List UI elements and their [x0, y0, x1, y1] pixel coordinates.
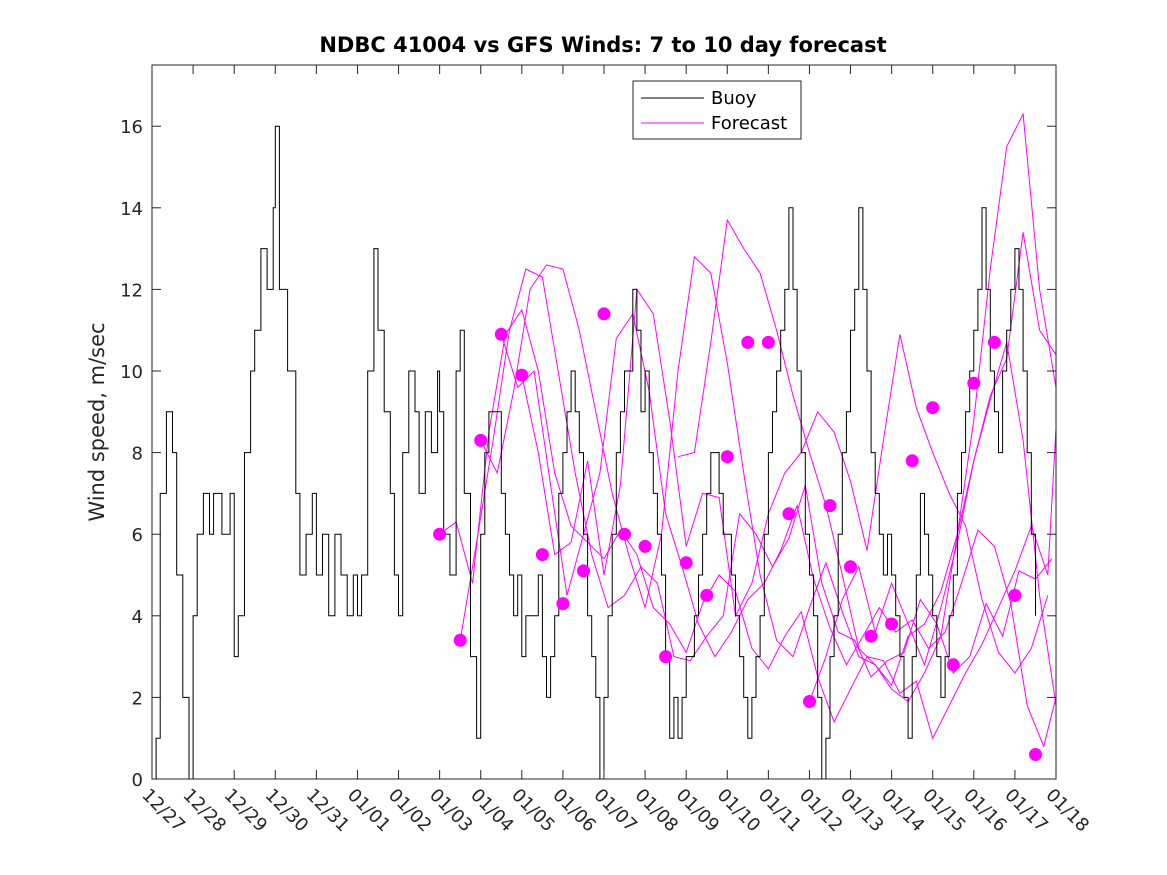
forecast-marker-18: [782, 507, 796, 521]
forecast-marker-3: [474, 433, 488, 447]
forecast-marker-13: [679, 556, 693, 570]
forecast-marker-9: [597, 307, 611, 321]
y-tick-label: 14: [120, 199, 143, 220]
forecast-line-4: [500, 312, 1057, 749]
forecast-marker-15: [720, 450, 734, 464]
forecast-line-1: [439, 308, 1057, 740]
forecast-marker-29: [1008, 588, 1022, 602]
forecast-marker-5: [515, 368, 529, 382]
buoy-series-group: [152, 125, 1036, 780]
y-axis: 0 2 4 6 8 10 12 14 16: [120, 117, 1056, 791]
forecast-line-2: [459, 268, 1053, 678]
forecast-marker-10: [618, 527, 631, 541]
buoy-line: [152, 125, 1036, 780]
legend-buoy-label: Buoy: [711, 88, 757, 109]
forecast-marker-20: [823, 499, 837, 513]
forecast-marker-19: [803, 695, 816, 708]
forecast-marker-30: [1029, 748, 1042, 761]
forecast-marker-4: [494, 327, 508, 341]
forecast-marker-8: [577, 564, 590, 578]
y-tick-label: 0: [132, 770, 143, 791]
forecast-markers-group: [433, 307, 1042, 761]
forecast-marker-28: [987, 335, 1001, 349]
plot-area: [152, 65, 1056, 779]
forecast-marker-17: [761, 335, 775, 349]
y-tick-label: 12: [120, 280, 143, 301]
forecast-marker-7: [556, 597, 570, 611]
forecast-marker-2: [453, 633, 467, 647]
forecast-marker-16: [741, 335, 755, 349]
forecast-marker-12: [659, 650, 673, 664]
forecast-marker-22: [864, 629, 878, 643]
forecast-marker-23: [885, 617, 899, 631]
chart-title: NDBC 41004 vs GFS Winds: 7 to 10 day for…: [319, 33, 886, 57]
forecast-marker-14: [700, 588, 714, 602]
y-tick-label: 8: [132, 444, 143, 465]
forecast-series-group: [439, 112, 1057, 749]
forecast-marker-11: [638, 539, 652, 553]
y-tick-label: 2: [132, 688, 143, 709]
forecast-marker-24: [905, 454, 919, 468]
y-tick-label: 6: [132, 525, 143, 546]
forecast-marker-27: [967, 376, 981, 390]
forecast-line-7: [809, 342, 1057, 706]
forecast-marker-25: [926, 401, 940, 415]
y-tick-label: 4: [132, 607, 143, 628]
forecast-marker-1: [433, 527, 447, 541]
y-axis-label: Wind speed, m/sec: [85, 322, 109, 521]
forecast-marker-6: [535, 548, 549, 562]
legend: Buoy Forecast: [632, 80, 802, 140]
legend-box: [632, 80, 802, 140]
y-tick-label: 10: [120, 362, 143, 383]
forecast-line-5: [521, 287, 1049, 674]
legend-forecast-label: Forecast: [711, 113, 787, 134]
y-tick-label: 16: [120, 117, 143, 138]
forecast-marker-26: [946, 658, 960, 672]
forecast-marker-21: [844, 560, 857, 574]
